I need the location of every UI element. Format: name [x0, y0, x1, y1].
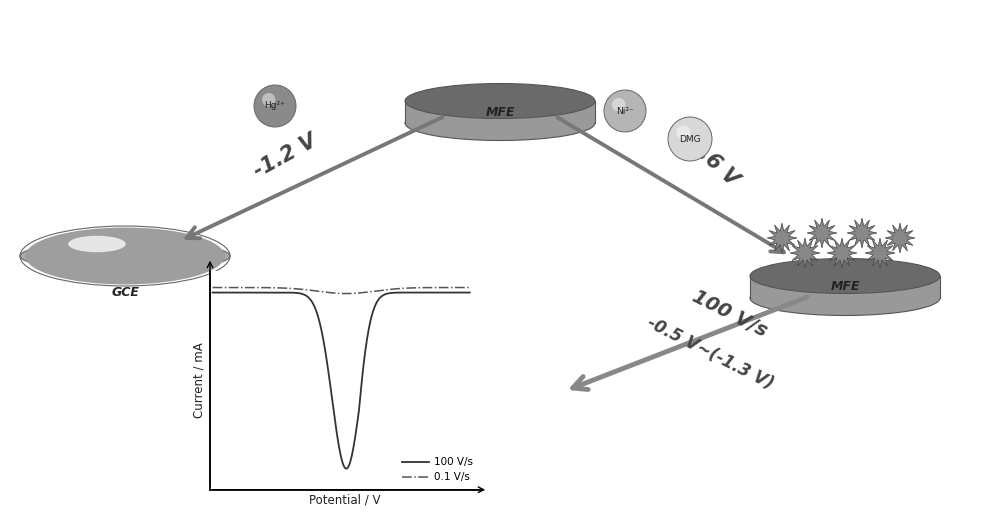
100 V/s — [359, 354, 371, 360]
100 V/s — [464, 290, 476, 296]
0.1 V/s — [273, 285, 285, 291]
Ellipse shape — [61, 236, 176, 269]
Polygon shape — [790, 238, 820, 268]
Line: 100 V/s: 100 V/s — [213, 293, 470, 468]
Ellipse shape — [89, 243, 139, 257]
Ellipse shape — [57, 235, 182, 271]
Ellipse shape — [63, 237, 173, 268]
Ellipse shape — [102, 246, 121, 252]
Ellipse shape — [36, 230, 210, 280]
Text: GCE: GCE — [111, 286, 139, 299]
Ellipse shape — [70, 238, 165, 265]
100 V/s — [340, 465, 352, 472]
Ellipse shape — [68, 235, 126, 252]
0.1 V/s — [464, 284, 476, 291]
Ellipse shape — [44, 232, 199, 276]
Text: -0.6 V: -0.6 V — [678, 128, 742, 190]
Ellipse shape — [750, 258, 940, 293]
100 V/s — [273, 290, 285, 296]
Text: -1.2 V: -1.2 V — [250, 131, 320, 181]
Ellipse shape — [104, 246, 119, 251]
Ellipse shape — [72, 239, 162, 265]
100 V/s — [252, 290, 264, 296]
Polygon shape — [847, 218, 877, 248]
Ellipse shape — [405, 83, 595, 118]
Ellipse shape — [750, 280, 940, 316]
Ellipse shape — [59, 235, 179, 270]
Ellipse shape — [68, 238, 167, 266]
Circle shape — [676, 126, 690, 140]
Ellipse shape — [29, 229, 219, 283]
100 V/s — [207, 290, 219, 296]
100 V/s — [323, 372, 335, 378]
0.1 V/s — [252, 284, 264, 291]
0.1 V/s — [401, 285, 413, 291]
0.1 V/s — [379, 287, 391, 293]
Ellipse shape — [405, 105, 595, 141]
Text: DMG: DMG — [679, 134, 701, 143]
Circle shape — [262, 93, 275, 106]
Legend: 100 V/s, 0.1 V/s: 100 V/s, 0.1 V/s — [400, 455, 475, 485]
Line: 0.1 V/s: 0.1 V/s — [213, 288, 470, 293]
Circle shape — [668, 117, 712, 161]
Circle shape — [604, 90, 646, 132]
Text: MFE: MFE — [830, 280, 860, 293]
0.1 V/s — [207, 284, 219, 291]
Text: 100 V/s: 100 V/s — [689, 287, 771, 341]
Ellipse shape — [87, 242, 142, 258]
Ellipse shape — [53, 234, 187, 272]
Polygon shape — [405, 101, 595, 123]
Text: -0.5 V~(-1.3 V): -0.5 V~(-1.3 V) — [644, 313, 776, 393]
Ellipse shape — [76, 240, 156, 263]
Text: MFE: MFE — [485, 105, 515, 118]
Ellipse shape — [49, 233, 193, 275]
Ellipse shape — [27, 228, 222, 283]
100 V/s — [401, 290, 413, 296]
Ellipse shape — [42, 232, 202, 277]
Ellipse shape — [82, 241, 147, 260]
Polygon shape — [885, 223, 915, 253]
100 V/s — [379, 291, 391, 297]
Ellipse shape — [20, 241, 230, 271]
Ellipse shape — [91, 243, 136, 256]
Ellipse shape — [106, 247, 116, 250]
Ellipse shape — [32, 229, 216, 282]
Text: Hg²⁺: Hg²⁺ — [265, 102, 285, 110]
Ellipse shape — [40, 231, 205, 278]
Polygon shape — [750, 276, 940, 298]
0.1 V/s — [359, 289, 371, 295]
0.1 V/s — [323, 289, 335, 295]
Ellipse shape — [97, 245, 127, 254]
Text: Ni²⁻: Ni²⁻ — [616, 106, 634, 116]
Ellipse shape — [34, 230, 213, 281]
Ellipse shape — [93, 244, 133, 255]
Polygon shape — [767, 223, 797, 253]
Y-axis label: Current / mA: Current / mA — [193, 342, 206, 418]
Polygon shape — [827, 238, 857, 268]
Ellipse shape — [51, 233, 190, 274]
Ellipse shape — [55, 234, 185, 272]
Ellipse shape — [38, 231, 208, 279]
Circle shape — [612, 98, 625, 111]
Ellipse shape — [85, 242, 144, 259]
Ellipse shape — [46, 232, 196, 276]
Ellipse shape — [108, 247, 113, 249]
Circle shape — [254, 85, 296, 127]
Ellipse shape — [95, 244, 130, 254]
0.1 V/s — [340, 290, 352, 296]
Polygon shape — [865, 238, 895, 268]
Ellipse shape — [78, 240, 153, 262]
Ellipse shape — [74, 239, 159, 264]
Ellipse shape — [66, 237, 170, 267]
Ellipse shape — [99, 245, 124, 253]
Ellipse shape — [80, 241, 150, 261]
Ellipse shape — [25, 228, 225, 284]
Polygon shape — [807, 218, 837, 248]
X-axis label: Potential / V: Potential / V — [309, 494, 381, 507]
